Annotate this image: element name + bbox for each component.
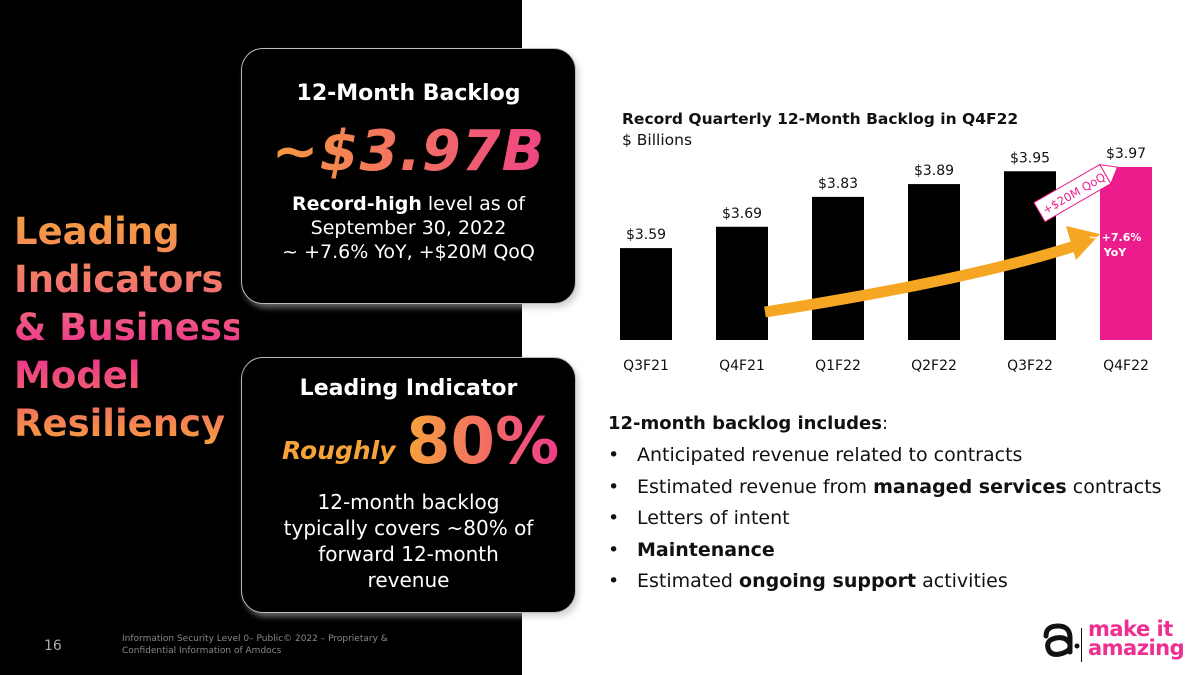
- record-high-text: Record-high: [291, 193, 422, 215]
- item-bold: managed services: [873, 475, 1067, 498]
- bar-Q3F21: [620, 248, 672, 340]
- list-item: Anticipated revenue related to contracts: [608, 443, 1162, 475]
- list-item: Letters of intent: [608, 506, 1162, 538]
- backlog-includes-heading: 12-month backlog includes:: [608, 413, 888, 434]
- page-number: 16: [44, 638, 62, 654]
- bar-chart: $3.59 Q3F21 $3.69 Q4F21 $3.83 Q1F22 $3.89 Q2F22…: [620, 146, 1152, 374]
- yoy-label-1: ~ +7.6%: [1089, 231, 1142, 244]
- title-line: & Business: [14, 306, 244, 349]
- bar-value-label: $3.89: [914, 163, 954, 179]
- item-text: Estimated: [637, 570, 740, 592]
- bar-Q4F21: [716, 226, 768, 340]
- growth-text: ~ +7.6% YoY, +$20M QoQ: [282, 241, 535, 263]
- growth-arrow: [764, 239, 1080, 318]
- roughly-row: Roughly 80%: [242, 407, 575, 477]
- item-bold: Maintenance: [637, 538, 775, 561]
- item-bold: ongoing support: [739, 570, 917, 592]
- title-line: Indicators: [14, 258, 224, 301]
- item-text: Estimated revenue from: [637, 475, 874, 498]
- bar-Q1F22: [812, 196, 864, 340]
- x-tick-label: Q1F22: [815, 358, 861, 374]
- percent-value: 80%: [406, 405, 560, 479]
- bar-Q4F22: [1100, 167, 1152, 340]
- item-text: activities: [916, 570, 1008, 592]
- backlog-value: ~$3.97B: [242, 120, 575, 184]
- backlog-card: 12-Month Backlog ~$3.97B Record-high lev…: [241, 48, 576, 304]
- bar-Q2F22: [908, 184, 960, 340]
- bar-value-label: $3.97: [1106, 146, 1146, 162]
- amdocs-logo-icon[interactable]: [1040, 622, 1082, 664]
- bar-value-label: $3.83: [818, 176, 858, 192]
- chart-subtitle: $ Billions: [622, 131, 693, 149]
- backlog-description: Record-high level as of September 30, 20…: [242, 192, 575, 264]
- title-line: Model: [14, 354, 141, 397]
- x-tick-label: Q4F22: [1103, 358, 1149, 374]
- logo-tagline: make it amazing: [1088, 617, 1185, 660]
- item-text: Letters of intent: [637, 507, 790, 529]
- level-text: level as of: [421, 193, 525, 215]
- list-item: Estimated revenue from managed services …: [608, 475, 1162, 507]
- bar-value-label: $3.69: [722, 206, 762, 222]
- yoy-label-2: YoY: [1103, 246, 1128, 259]
- roughly-text: Roughly: [282, 436, 396, 465]
- x-tick-label: Q3F21: [623, 358, 669, 374]
- logo-divider: [1081, 628, 1082, 662]
- date-text: September 30, 2022: [310, 217, 507, 239]
- title-line: Leading: [14, 210, 180, 253]
- growth-arrow-head: [1066, 226, 1100, 260]
- backlog-includes-list: Anticipated revenue related to contracts…: [608, 443, 1162, 601]
- bar-value-label: $3.59: [626, 227, 666, 243]
- list-item: Maintenance: [608, 538, 1162, 570]
- indicator-card: Leading Indicator Roughly 80% 12-month b…: [241, 357, 576, 613]
- backlog-card-heading: 12-Month Backlog: [296, 81, 521, 106]
- chart-title: Record Quarterly 12-Month Backlog in Q4F…: [622, 110, 1019, 128]
- bar-value-label: $3.95: [1010, 150, 1050, 166]
- x-tick-label: Q3F22: [1007, 358, 1053, 374]
- list-item: Estimated ongoing support activities: [608, 569, 1162, 601]
- item-text: contracts: [1066, 475, 1162, 498]
- heading-colon: :: [881, 413, 889, 434]
- title-line: Resiliency: [14, 402, 226, 445]
- x-tick-label: Q4F21: [719, 358, 765, 374]
- heading-bold: 12-month backlog includes: [608, 413, 882, 434]
- item-text: Anticipated revenue related to contracts: [637, 444, 1023, 466]
- tagline-line-1: make it: [1088, 617, 1173, 641]
- indicator-description: 12-month backlog typically covers ~80% o…: [283, 490, 534, 592]
- slide-title: Leading Indicators & Business Model Resi…: [14, 208, 239, 448]
- indicator-card-heading: Leading Indicator: [299, 376, 518, 401]
- tagline-line-2: amazing: [1088, 636, 1185, 660]
- footer-disclaimer: Information Security Level 0– Public© 20…: [122, 634, 388, 656]
- x-tick-label: Q2F22: [911, 358, 957, 374]
